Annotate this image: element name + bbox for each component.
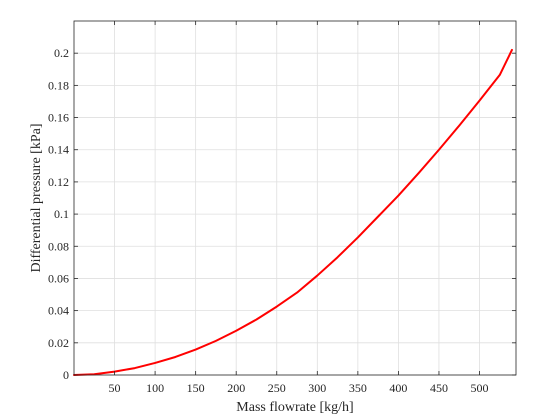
data-series xyxy=(73,48,513,376)
x-tick-label: 350 xyxy=(349,381,367,395)
x-tick-label: 200 xyxy=(227,381,245,395)
plot-frame xyxy=(73,20,517,376)
x-tick-label: 400 xyxy=(389,381,407,395)
y-tick-label: 0.14 xyxy=(48,143,69,157)
y-tick-label: 0.08 xyxy=(48,239,69,253)
x-tick-label: 300 xyxy=(308,381,326,395)
y-tick-label: 0.1 xyxy=(54,207,69,221)
y-tick-label: 0.04 xyxy=(48,304,69,318)
y-tick-label: 0 xyxy=(63,368,69,382)
y-axis-label: Differential pressure [kPa] xyxy=(29,123,44,272)
x-tick-label: 450 xyxy=(430,381,448,395)
x-tick-label: 150 xyxy=(187,381,205,395)
x-tick-label: 100 xyxy=(146,381,164,395)
x-tick-labels: 50 100 150 200 250 300 350 400 450 500 xyxy=(109,381,489,395)
x-tick-label: 500 xyxy=(471,381,489,395)
y-tick-label: 0.02 xyxy=(48,336,69,350)
y-tick-label: 0.16 xyxy=(48,111,69,125)
y-tick-label: 0.06 xyxy=(48,271,69,285)
y-tick-labels: 0 0.02 0.04 0.06 0.08 0.1 0.12 0.14 0.16 0.18 0.2 xyxy=(48,46,69,382)
x-tick-label: 50 xyxy=(109,381,121,395)
axis-ticks xyxy=(74,21,516,376)
plot-area xyxy=(74,21,516,375)
series-line xyxy=(73,48,513,376)
x-axis-label: Mass flowrate [kg/h] xyxy=(236,400,353,415)
y-tick-label: 0.18 xyxy=(48,78,69,92)
y-tick-label: 0.12 xyxy=(48,175,69,189)
x-tick-label: 250 xyxy=(268,381,286,395)
y-tick-label: 0.2 xyxy=(54,46,69,60)
